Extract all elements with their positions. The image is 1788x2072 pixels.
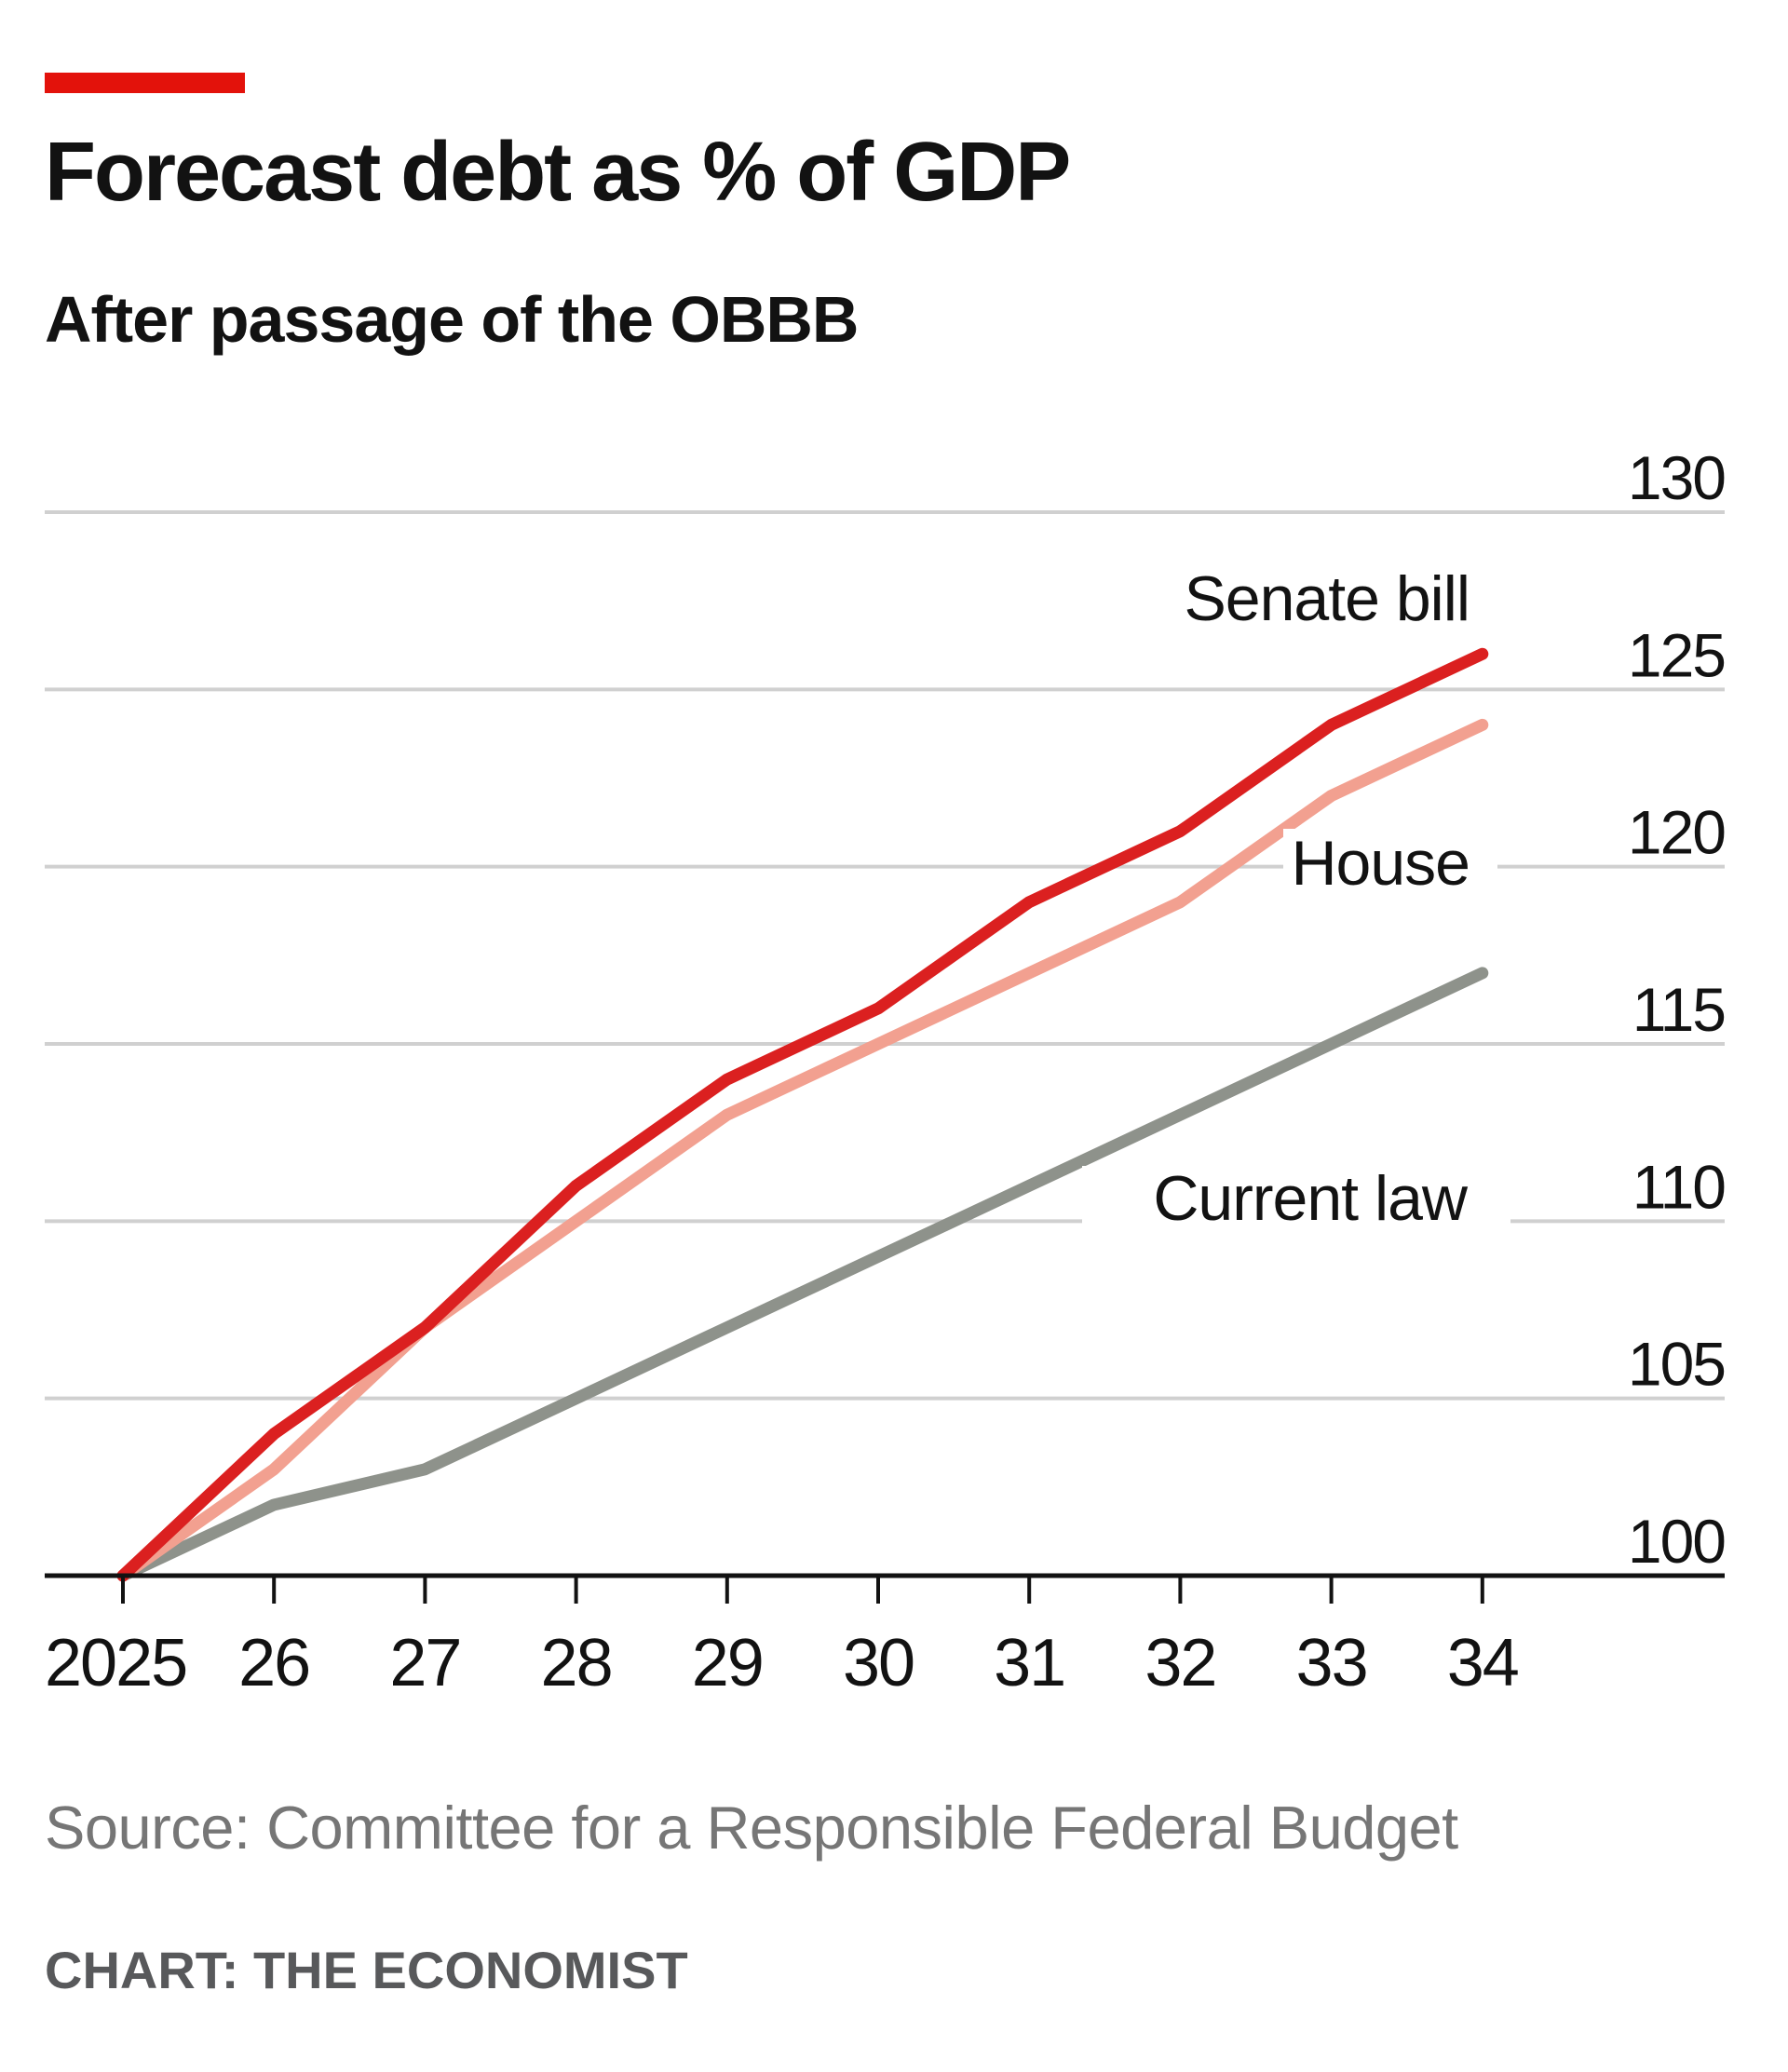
y-tick-label: 100 — [1628, 1507, 1725, 1576]
y-tick-label: 130 — [1628, 443, 1725, 512]
series-label-house: House — [1291, 828, 1470, 899]
y-axis-tick-labels: 100 105 110 115 120 125 130 — [1628, 443, 1727, 1576]
x-tick-label: 33 — [1296, 1626, 1367, 1700]
y-tick-label: 115 — [1632, 975, 1725, 1044]
x-tick-label: 28 — [541, 1626, 612, 1700]
series-label-background — [1283, 829, 1497, 909]
line-chart: 100 105 110 115 120 125 130 Senate bill House Cu… — [45, 443, 1727, 1700]
x-tick-label: 2025 — [45, 1626, 186, 1700]
series-label-senate-bill: Senate bill — [1184, 563, 1470, 634]
x-tick-label: 29 — [692, 1626, 763, 1700]
x-tick-label: 31 — [994, 1626, 1064, 1700]
series-line-house — [116, 718, 1489, 1582]
x-tick-label: 26 — [238, 1626, 309, 1700]
y-tick-label: 120 — [1628, 798, 1725, 867]
y-tick-label: 110 — [1632, 1152, 1726, 1221]
chart-credit: CHART: THE ECONOMIST — [45, 1941, 688, 1999]
y-tick-label: 105 — [1628, 1330, 1725, 1399]
series-lines — [116, 647, 1489, 1582]
series-label-current-law: Current law — [1153, 1163, 1469, 1234]
x-tick-label: 32 — [1145, 1626, 1215, 1700]
series-labels: Senate bill House Current law — [1082, 563, 1510, 1246]
gridlines — [45, 510, 1725, 1401]
accent-bar — [45, 73, 245, 93]
series-line-senate-bill — [116, 647, 1489, 1582]
chart-title: Forecast debt as % of GDP — [45, 126, 1071, 219]
x-tick-label: 27 — [389, 1626, 460, 1700]
x-tick-label: 30 — [843, 1626, 914, 1700]
series-line-current-law — [116, 967, 1489, 1582]
x-axis: 2025 26 27 28 29 30 31 32 33 34 — [45, 1573, 1725, 1700]
x-tick-label: 34 — [1447, 1626, 1518, 1700]
y-tick-label: 125 — [1628, 620, 1725, 689]
series-label-background — [1082, 1166, 1510, 1246]
chart-subtitle: After passage of the OBBB — [45, 283, 859, 356]
source-note: Source: Committee for a Responsible Fede… — [45, 1794, 1458, 1862]
